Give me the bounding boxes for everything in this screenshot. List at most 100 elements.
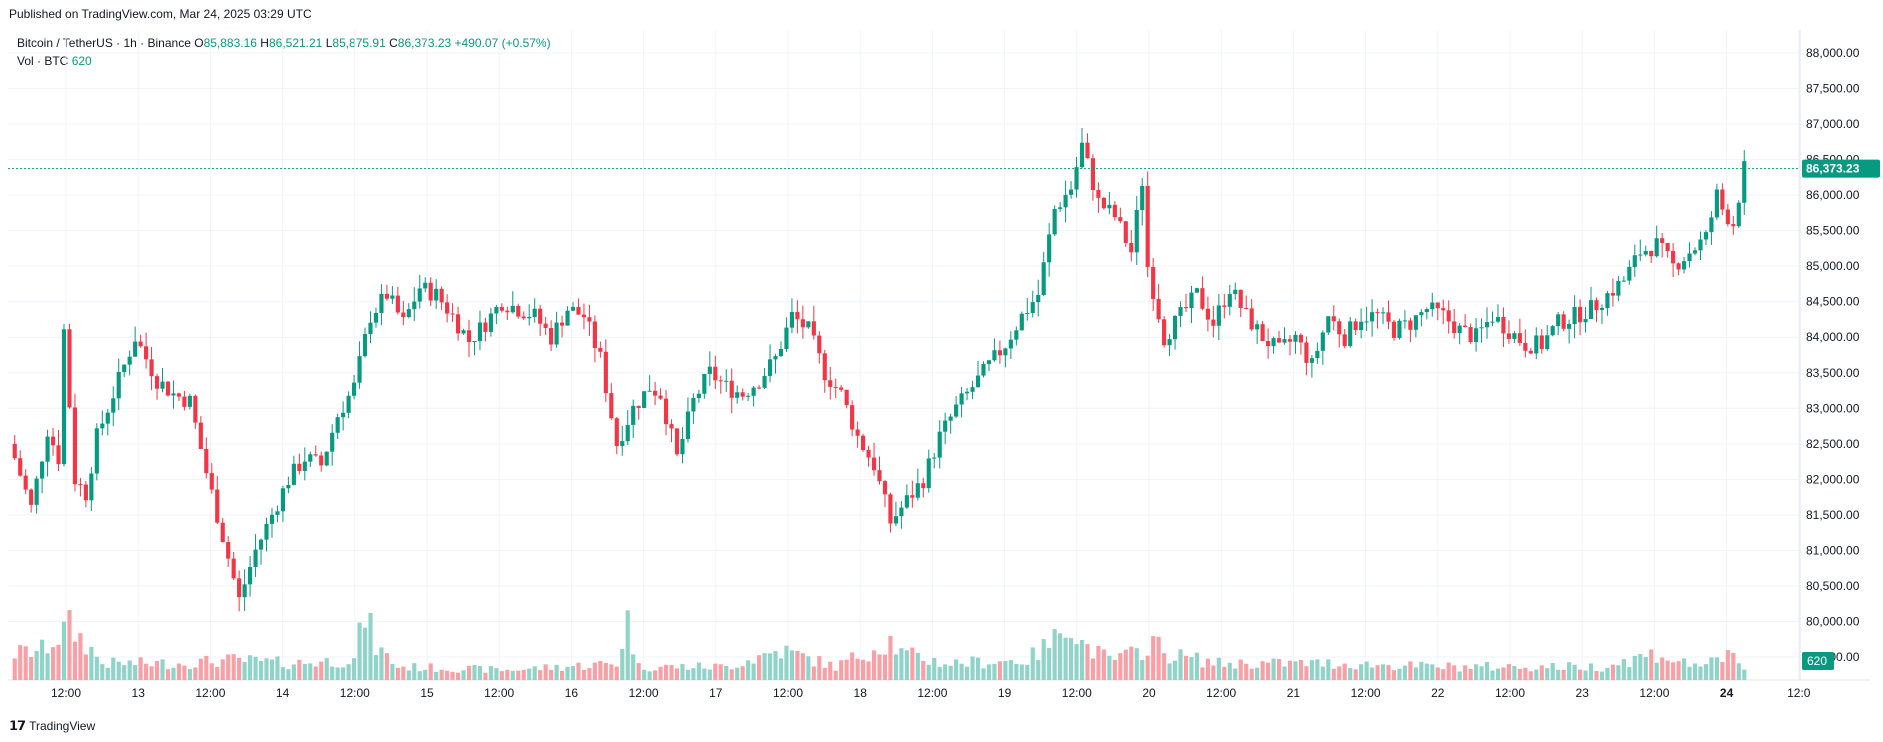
volume-bar (297, 659, 302, 680)
volume-bar (702, 668, 707, 680)
candle-body (1348, 321, 1353, 347)
volume-bar (1473, 664, 1479, 680)
volume-bar (1534, 669, 1539, 680)
candle-body (839, 387, 844, 390)
volume-bar (1687, 666, 1692, 680)
volume-bar (1167, 663, 1172, 680)
volume-bar (193, 667, 198, 680)
volume-bar (1233, 668, 1238, 680)
candle-body (992, 350, 997, 361)
candle-body (592, 321, 597, 349)
candle-body (1583, 319, 1588, 323)
volume-bar (494, 668, 499, 680)
volume-bar (450, 671, 455, 680)
volume-bar (691, 668, 696, 680)
y-tick-label: 87,000.00 (1806, 117, 1860, 131)
candle-body (395, 295, 400, 313)
volume-bar (1260, 661, 1265, 680)
candle-body (1249, 308, 1254, 330)
volume-bar (592, 662, 597, 680)
candle-body (549, 328, 554, 345)
volume-bar (1074, 644, 1079, 680)
volume-bar (899, 648, 904, 680)
volume-bar (893, 654, 898, 680)
volume-bar (1320, 666, 1325, 680)
candle-body (379, 293, 384, 313)
candle-body (499, 307, 504, 311)
candle-body (160, 381, 165, 389)
candle-body (1194, 288, 1200, 293)
candle-body (1063, 194, 1068, 208)
candle-body (94, 428, 99, 474)
candle-body (1616, 280, 1621, 296)
volume-bar (806, 656, 811, 680)
volume-bar (1331, 668, 1336, 680)
volume-bar (767, 653, 773, 680)
volume-bar (1189, 657, 1194, 680)
volume-bar (313, 666, 318, 680)
candle-body (598, 348, 603, 352)
volume-bar (1391, 670, 1397, 680)
volume-bar (1101, 649, 1106, 680)
volume-bar (559, 670, 565, 680)
candle-body (275, 511, 280, 515)
candle-body (948, 416, 953, 421)
volume-bar (549, 669, 554, 680)
x-tick-label: 21 (1287, 686, 1301, 700)
volume-bar (357, 622, 362, 680)
volume-bar (713, 663, 718, 680)
open-value: 85,883.16 (203, 36, 257, 50)
volume-bar (904, 650, 909, 680)
volume-bar (182, 665, 187, 680)
volume-bar (1140, 660, 1145, 680)
candle-body (1725, 209, 1730, 225)
volume-bar (1216, 657, 1221, 680)
volume-bar (1528, 671, 1533, 680)
volume-bar (674, 668, 680, 680)
candle-body (1107, 204, 1112, 209)
volume-bar (198, 658, 203, 680)
candle-body (674, 428, 680, 455)
volume-bar (614, 666, 619, 680)
candle-body (1364, 321, 1369, 323)
candle-body (1123, 221, 1128, 243)
volume-bar (1348, 668, 1353, 680)
volume-bar (587, 668, 592, 680)
candle-body (116, 371, 121, 399)
change-value: +490.07 (+0.57%) (454, 36, 551, 50)
volume-bar (133, 665, 138, 680)
volume-bar (1068, 638, 1074, 680)
volume-bar (735, 667, 740, 680)
volume-bar (1572, 664, 1577, 680)
volume-bar (50, 647, 56, 680)
candle-body (516, 305, 521, 317)
volume-bar (882, 654, 888, 680)
candle-body (1534, 335, 1539, 354)
last-price-badge (1802, 159, 1880, 178)
x-tick-label: 12:00 (195, 686, 225, 700)
volume-bar (1709, 657, 1714, 680)
volume-bar (445, 670, 450, 680)
volume-bar (1621, 659, 1626, 680)
volume-bar (751, 663, 756, 680)
candle-body (800, 319, 805, 328)
volume-bar (138, 657, 143, 680)
candle-body (970, 387, 975, 392)
candle-body (1446, 310, 1451, 322)
candle-body (264, 523, 269, 540)
candle-body (1145, 185, 1150, 267)
candle-body (811, 321, 816, 336)
volume-bar (828, 661, 833, 680)
volume-bar (538, 670, 543, 680)
volume-bar (319, 661, 324, 680)
volume-bar (1019, 664, 1024, 680)
candle-body (954, 404, 959, 417)
volume-bar (1413, 667, 1418, 680)
volume-bar (1484, 662, 1490, 680)
candle-body (149, 359, 154, 377)
candle-body (1140, 185, 1145, 210)
volume-value: 620 (71, 54, 92, 68)
candle-body (330, 432, 335, 452)
volume-bar (1205, 658, 1210, 680)
